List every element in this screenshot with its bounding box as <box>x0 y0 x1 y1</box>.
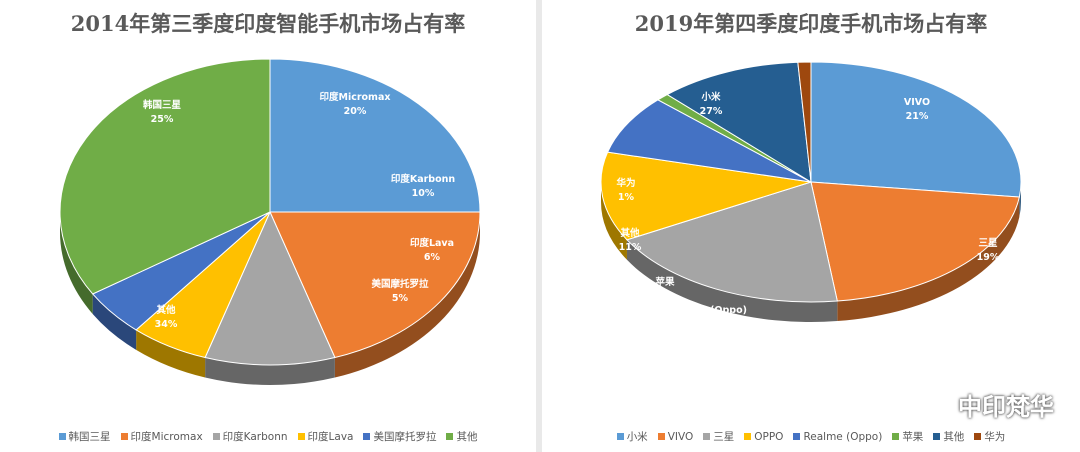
data-label-name-micromax: 印度Micromax <box>320 91 391 103</box>
data-label-value-slice-6: 11% <box>619 242 642 253</box>
pie-side-karbonn <box>205 357 335 385</box>
legend-swatch <box>744 433 752 440</box>
legend-item-vivo: VIVO <box>657 429 694 444</box>
legend-2014: 韩国三星 印度Micromax 印度Karbonn 印度Lava 美国摩托罗拉 其他 <box>0 429 536 444</box>
pie-slice-micromax <box>269 211 481 359</box>
legend-label: 小米 <box>626 431 648 443</box>
data-label-value-slice-5: 34% <box>155 319 178 330</box>
pie-slice-slice-7 <box>797 61 812 183</box>
legend-swatch <box>297 433 305 440</box>
wechat-icon <box>920 393 950 416</box>
legend-swatch <box>974 433 982 440</box>
legend-item-realme-oppo: Realme (Oppo) <box>793 429 882 444</box>
legend-item-slice-5: 苹果 <box>892 429 923 444</box>
legend-item-micromax: 印度Micromax <box>120 429 203 444</box>
legend-label: VIVO <box>667 430 694 443</box>
data-label-value-realme-oppo: 8% <box>699 319 716 330</box>
data-label-value-vivo: 21% <box>906 111 929 122</box>
data-label-name-slice-0: 小米 <box>700 91 721 103</box>
pie-chart-2019: 小米 27% VIVO 21% 三星 19% OPPO 12% Realme (Oppo) 8% 苹… <box>600 61 1022 357</box>
legend-swatch <box>892 433 900 440</box>
legend-swatch <box>120 433 128 440</box>
legend-item-slice-5: 其他 <box>446 429 477 444</box>
pie-slice-vivo <box>810 181 1020 302</box>
data-label-name-slice-2: 三星 <box>978 238 998 249</box>
data-label-value-slice-0: 25% <box>151 114 174 125</box>
data-label-value-slice-2: 19% <box>977 252 1000 263</box>
pie-side-lava <box>136 329 206 378</box>
chart-title-2019: 2019年第四季度印度手机市场占有率 <box>634 11 988 36</box>
pie-side-micromax <box>334 212 480 378</box>
pie-slice-slice-5 <box>59 58 271 295</box>
legend-label: 印度Karbonn <box>222 431 288 443</box>
legend-label: 韩国三星 <box>68 431 111 443</box>
legend-swatch <box>657 433 665 440</box>
legend-item-oppo: OPPO <box>744 429 783 444</box>
pie-slice-oppo <box>600 151 812 241</box>
legend-swatch <box>933 433 941 440</box>
pie-slice-realme-oppo <box>606 99 812 183</box>
legend-swatch <box>58 433 66 440</box>
legend-2019: 小米 VIVO 三星 OPPO Realme (Oppo) 苹果 其他 华为 <box>542 429 1080 444</box>
data-label-name-lava: 印度Lava <box>410 237 454 249</box>
data-label-name-slice-4: 美国摩托罗拉 <box>370 278 429 290</box>
legend-swatch <box>616 433 624 440</box>
legend-label: Realme (Oppo) <box>803 430 883 443</box>
pie-slice-slice-6 <box>666 61 812 183</box>
data-label-name-slice-6: 其他 <box>620 227 640 239</box>
legend-label: 印度Micromax <box>130 431 203 443</box>
data-label-value-slice-7: 1% <box>618 192 635 203</box>
data-label-name-vivo: VIVO <box>904 97 930 108</box>
legend-label: 苹果 <box>902 431 924 443</box>
pie-slice-slice-0 <box>810 61 1022 198</box>
data-label-name-slice-5: 其他 <box>156 304 176 316</box>
chart-panel-2014: 2014年第三季度印度智能手机市场占有率 韩国三星 25% 印度Micromax 20… <box>0 0 536 452</box>
legend-item-slice-7: 华为 <box>974 429 1005 444</box>
pie-side-slice-4 <box>92 293 137 350</box>
watermark: 中印梵华 <box>920 387 1054 422</box>
chart-panel-2019: 2019年第四季度印度手机市场占有率 小米 27% VIVO 21% 三星 19% OPPO… <box>542 0 1080 452</box>
legend-item-karbonn: 印度Karbonn <box>212 429 288 444</box>
legend-label: 华为 <box>984 431 1006 443</box>
pie-side-slice-5 <box>60 212 93 314</box>
data-label-value-micromax: 20% <box>344 106 367 117</box>
data-label-value-oppo: 12% <box>824 346 847 357</box>
data-label-name-realme-oppo: Realme (Oppo) <box>667 305 747 316</box>
pie-side-oppo <box>601 182 627 260</box>
legend-item-slice-6: 其他 <box>933 429 964 444</box>
legend-swatch <box>212 433 220 440</box>
data-label-name-slice-5: 苹果 <box>655 276 675 288</box>
pie-side-vivo <box>837 197 1020 322</box>
data-label-value-lava: 6% <box>424 252 441 263</box>
legend-label: OPPO <box>754 430 784 443</box>
legend-item-slice-0: 韩国三星 <box>58 429 111 444</box>
data-label-value-slice-0: 27% <box>700 106 723 117</box>
data-label-value-slice-4: 5% <box>392 293 409 304</box>
legend-label: 印度Lava <box>307 431 354 443</box>
chart-title-2014: 2014年第三季度印度智能手机市场占有率 <box>70 11 466 36</box>
legend-item-slice-4: 美国摩托罗拉 <box>363 429 436 444</box>
data-label-name-karbonn: 印度Karbonn <box>391 173 456 185</box>
data-label-name-oppo: OPPO <box>820 332 850 343</box>
legend-swatch <box>703 433 711 440</box>
data-label-name-slice-0: 韩国三星 <box>143 99 182 111</box>
data-label-name-slice-7: 华为 <box>616 177 635 189</box>
watermark-text: 中印梵华 <box>958 393 1054 421</box>
pie-slice-karbonn <box>204 210 336 366</box>
legend-label: 美国摩托罗拉 <box>373 431 437 443</box>
legend-item-slice-0: 小米 <box>616 429 648 444</box>
pie-chart-2014: 韩国三星 25% 印度Micromax 20% 印度Karbonn 10% 印度Lava 6%… <box>59 58 481 385</box>
pie-slice-slice-2 <box>626 181 838 303</box>
pie-slice-slice-0 <box>269 58 481 213</box>
data-label-value-slice-5: 1% <box>657 291 674 302</box>
legend-swatch <box>446 433 454 440</box>
legend-swatch <box>363 433 371 440</box>
legend-label: 其他 <box>456 431 478 443</box>
legend-swatch <box>793 433 801 440</box>
legend-item-slice-2: 三星 <box>703 429 734 444</box>
legend-label: 其他 <box>943 431 965 443</box>
legend-item-lava: 印度Lava <box>297 429 354 444</box>
legend-label: 三星 <box>713 431 735 443</box>
data-label-value-karbonn: 10% <box>412 188 435 199</box>
